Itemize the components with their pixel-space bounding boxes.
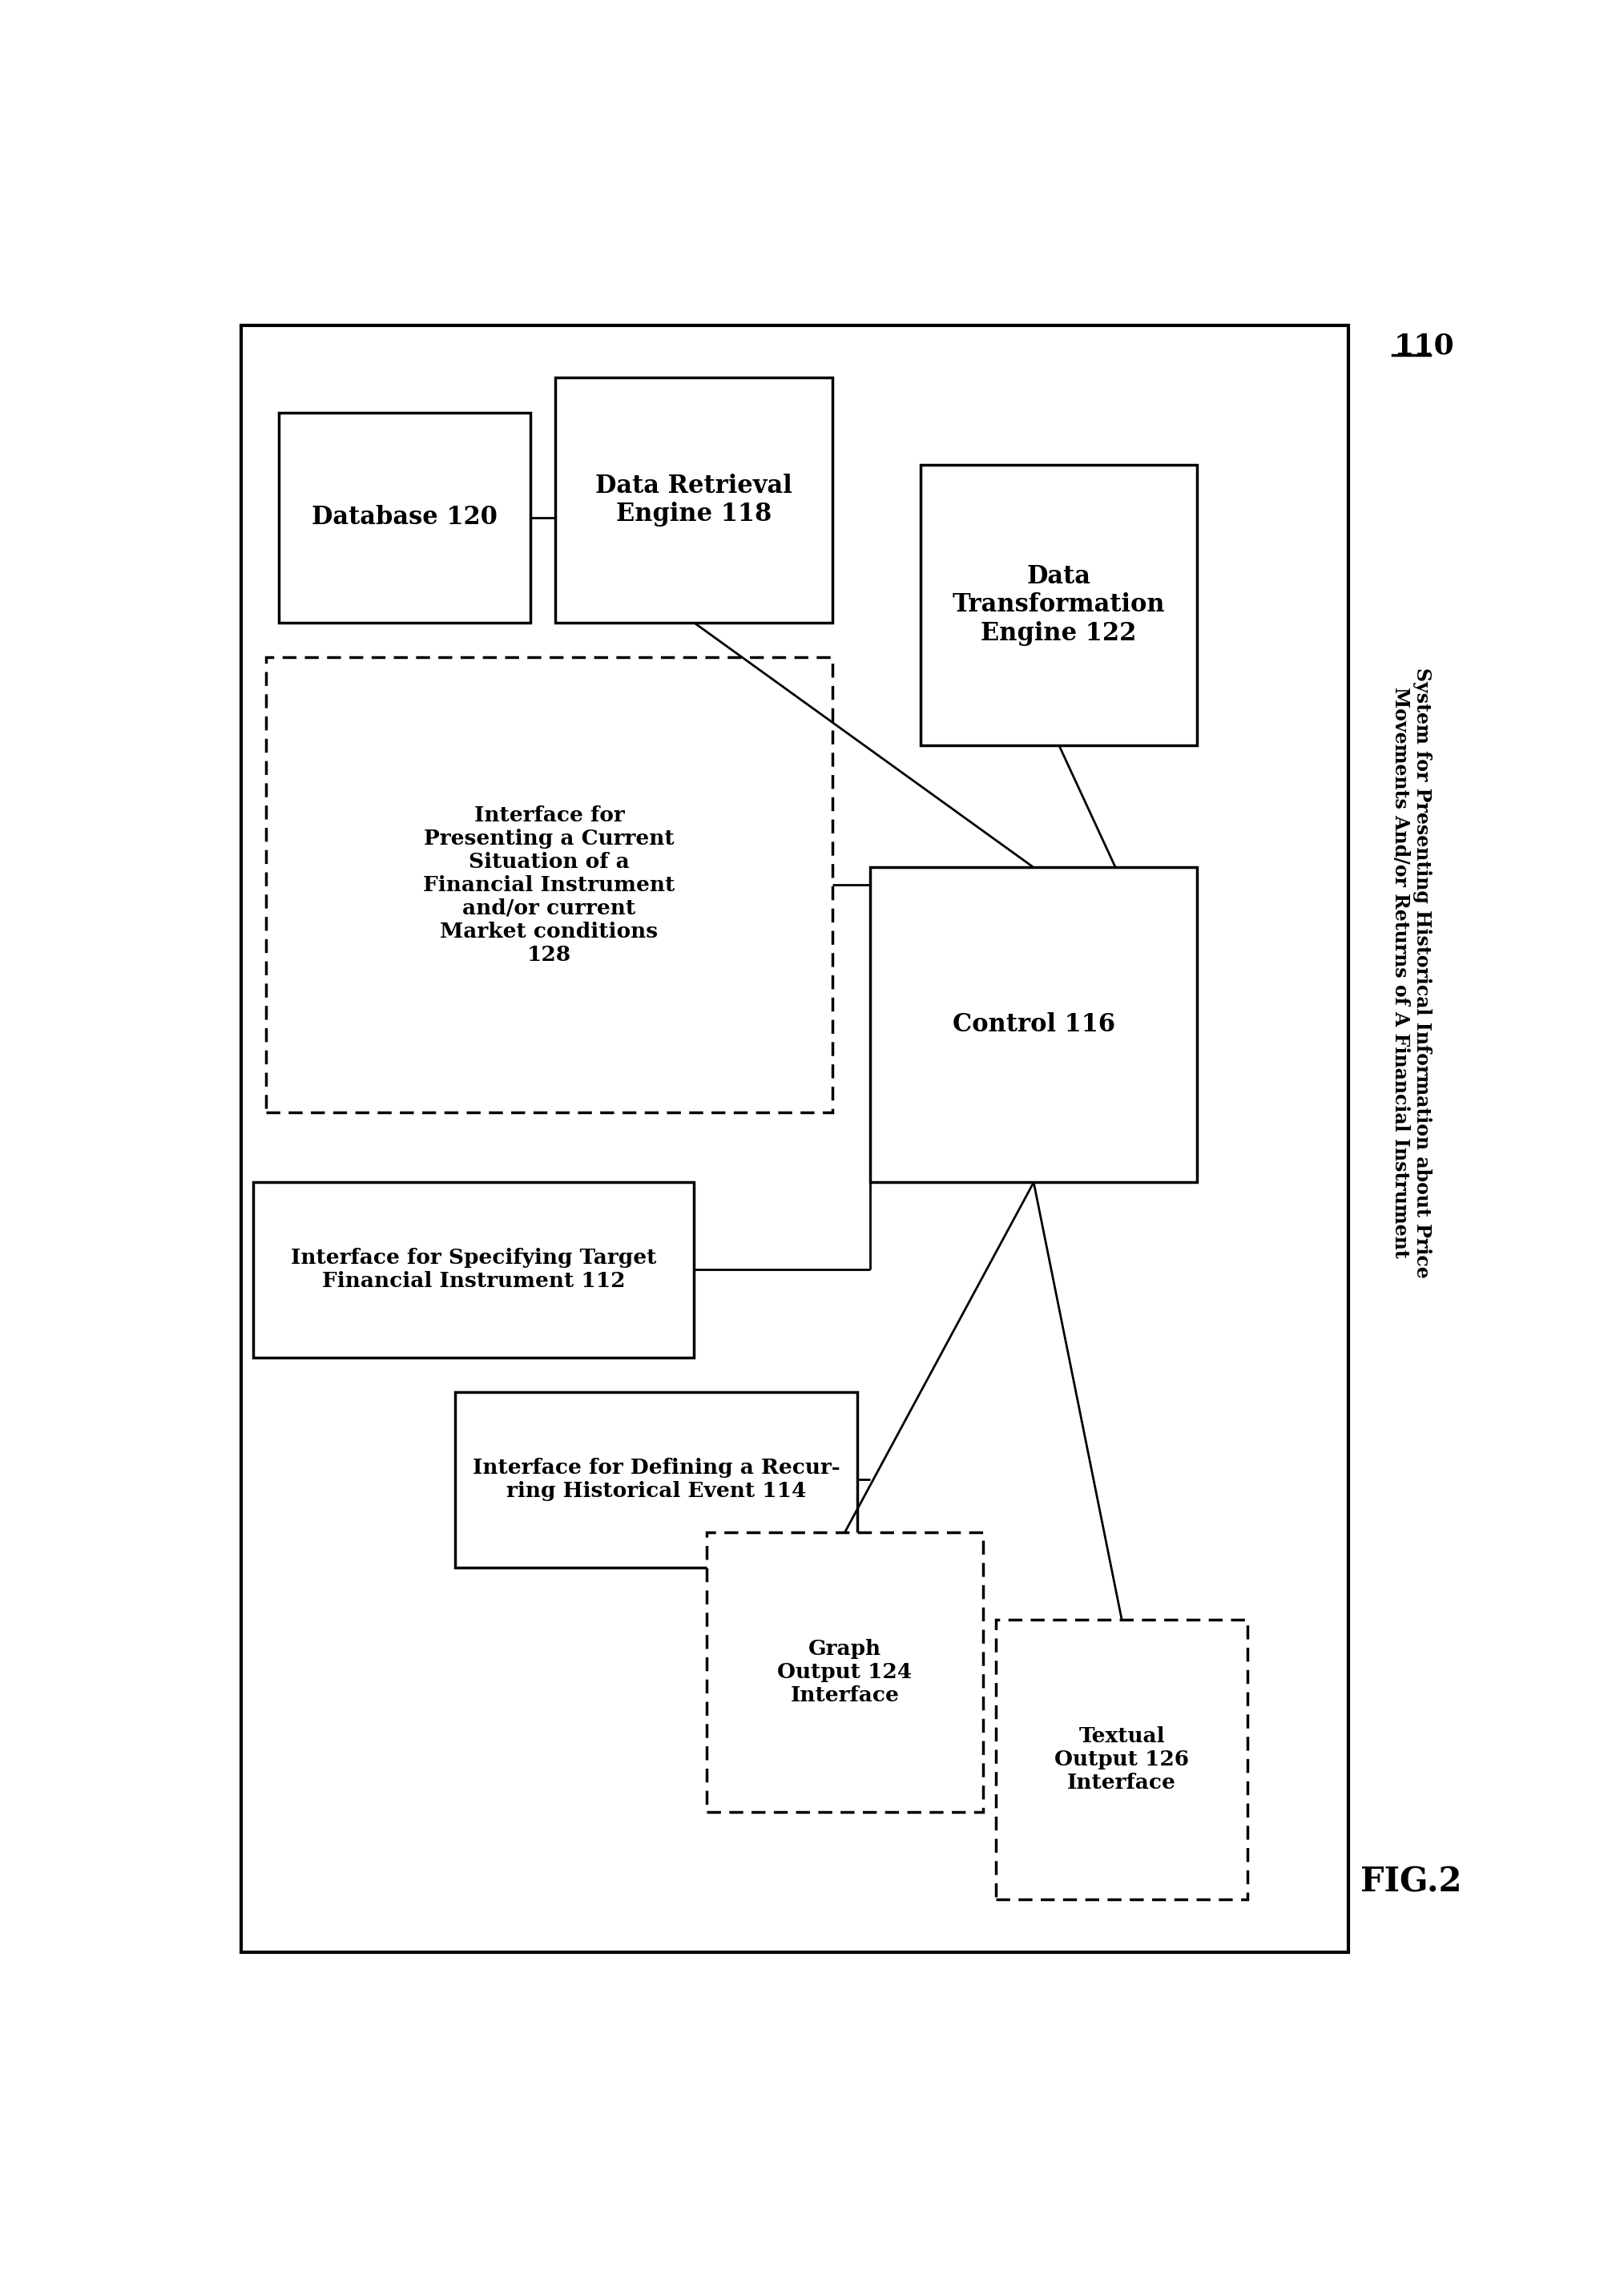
Bar <box>455 1393 857 1568</box>
Text: Textual
Output 126
Interface: Textual Output 126 Interface <box>1054 1727 1189 1793</box>
Text: Graph
Output 124
Interface: Graph Output 124 Interface <box>778 1638 913 1706</box>
Bar <box>706 1531 984 1813</box>
Text: Database 120: Database 120 <box>312 504 497 529</box>
Bar <box>996 1620 1247 1899</box>
Bar <box>240 325 1348 1952</box>
Text: Control 116: Control 116 <box>952 1013 1116 1038</box>
Bar <box>253 1181 693 1356</box>
Bar <box>266 657 833 1113</box>
Bar <box>870 868 1197 1181</box>
Text: System for Presenting Historical Information about Price
Movements And/or Return: System for Presenting Historical Informa… <box>1390 668 1432 1277</box>
Text: 110: 110 <box>1393 332 1455 359</box>
Bar <box>921 466 1197 745</box>
Text: Data
Transformation
Engine 122: Data Transformation Engine 122 <box>952 563 1166 645</box>
Bar <box>555 377 833 623</box>
Text: Interface for Defining a Recur-
ring Historical Event 114: Interface for Defining a Recur- ring His… <box>473 1459 840 1502</box>
Text: FIG.2: FIG.2 <box>1361 1865 1462 1899</box>
Text: Interface for
Presenting a Current
Situation of a
Financial Instrument
and/or cu: Interface for Presenting a Current Situa… <box>424 804 676 966</box>
Text: Interface for Specifying Target
Financial Instrument 112: Interface for Specifying Target Financia… <box>291 1247 656 1290</box>
Text: Data Retrieval
Engine 118: Data Retrieval Engine 118 <box>596 473 793 527</box>
Bar <box>279 414 529 623</box>
